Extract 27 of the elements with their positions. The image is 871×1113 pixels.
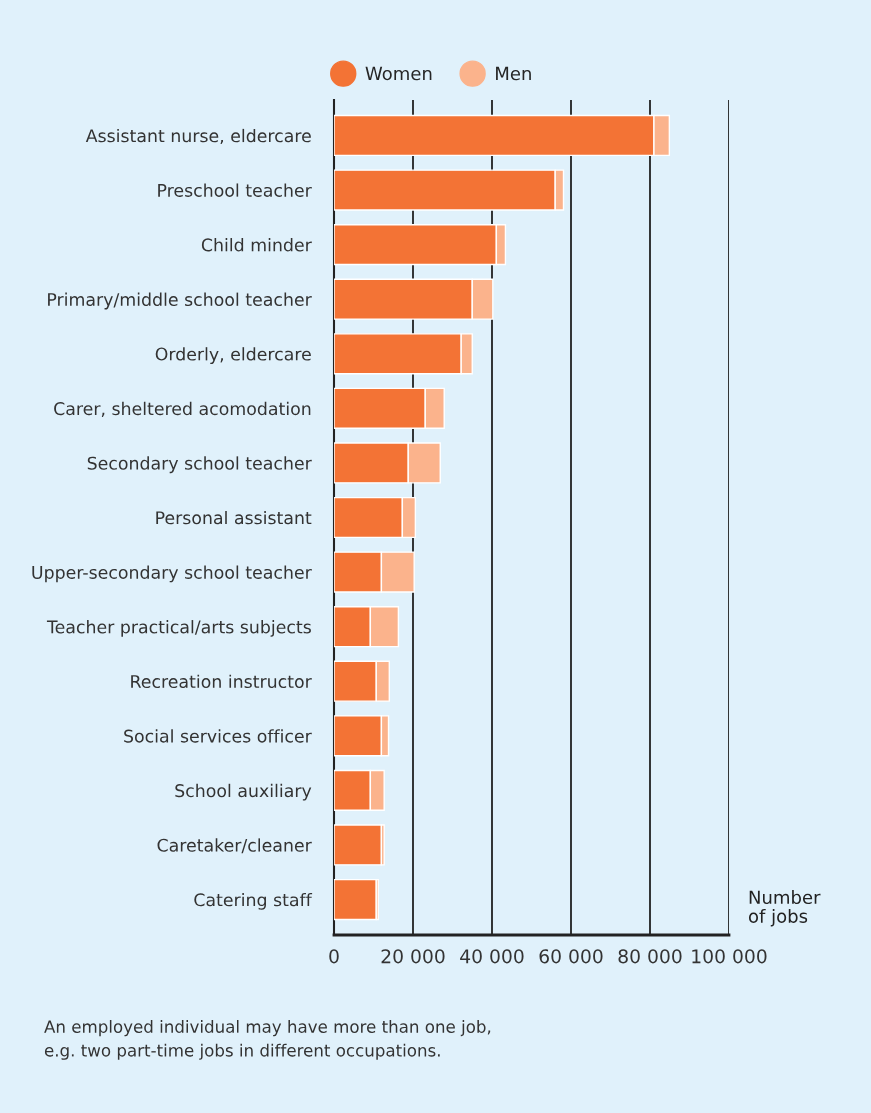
- y-tick-label: Social services officer: [124, 729, 312, 743]
- y-tick-label: Upper-secondary school teacher: [32, 565, 312, 583]
- y-tick-label: Orderly, eldercare: [155, 347, 311, 364]
- y-tick-label: Child minder: [201, 238, 312, 252]
- x-tick-label: 60 000: [539, 949, 603, 964]
- y-tick-label: Catering staff: [194, 892, 313, 910]
- legend-label: Men: [496, 66, 531, 81]
- x-tick-label: 40 000: [460, 949, 524, 964]
- x-tick-label: 20 000: [381, 949, 445, 964]
- y-tick-label: Carer, sheltered acomodation: [54, 401, 311, 417]
- x-axis-title: Number of jobs: [748, 890, 821, 927]
- y-tick-label: Primary/middle school teacher: [48, 292, 312, 310]
- legend-label: Women: [365, 66, 432, 81]
- x-tick-label: 80 000: [618, 949, 682, 964]
- y-tick-label: Secondary school teacher: [87, 456, 312, 474]
- y-tick-label: Recreation instructor: [131, 674, 312, 689]
- y-tick-label: Preschool teacher: [158, 183, 312, 197]
- x-tick-label: 0: [329, 949, 339, 964]
- y-tick-label: Personal assistant: [156, 510, 312, 525]
- bar: [334, 824, 383, 866]
- bar: [334, 878, 377, 921]
- y-tick-label: Caretaker/cleaner: [157, 838, 312, 854]
- y-tick-label: Teacher practical/arts subjects: [46, 620, 311, 637]
- x-tick-label: 100 000: [692, 949, 767, 964]
- text: An employed individual may have more than one job, e.g. two part-time jobs in different occupations.: [44, 1020, 491, 1060]
- y-tick-label: School auxiliary: [175, 783, 312, 801]
- y-tick-label: Assistant nurse, eldercare: [85, 128, 311, 145]
